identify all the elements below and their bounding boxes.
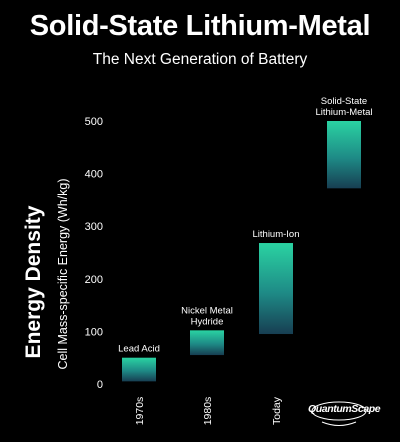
bar	[190, 330, 224, 356]
page-subtitle: The Next Generation of Battery	[92, 51, 308, 68]
bar-data-label: Nickel Metal Hydride	[181, 305, 233, 327]
y-tick-label: 300	[85, 221, 103, 233]
bar	[259, 243, 293, 335]
x-tick-label: 1980s	[202, 397, 214, 426]
quantumscape-logo-text: QuantumScape	[308, 403, 381, 415]
y-axis-label-sub: Cell Mass-specific Energy (Wh/kg)	[56, 178, 70, 369]
page-title: Solid-State Lithium-Metal	[29, 10, 371, 42]
bar-data-label: Solid-State Lithium-Metal	[315, 96, 372, 118]
y-tick-label: 500	[85, 116, 103, 128]
bar-data-label: Lithium-Ion	[253, 229, 300, 240]
y-tick-label: 0	[97, 379, 103, 391]
y-tick-label: 200	[85, 274, 103, 286]
bar-data-label: Lead Acid	[118, 344, 160, 355]
x-tick-label: 1970s	[134, 397, 146, 426]
y-tick-label: 400	[85, 169, 103, 181]
bar	[327, 121, 361, 189]
bar	[122, 357, 156, 382]
x-tick-label: Today	[271, 396, 283, 425]
y-tick-label: 100	[85, 326, 103, 338]
quantumscape-logo-icon	[311, 401, 367, 426]
y-axis-label-main: Energy Density	[22, 205, 45, 358]
